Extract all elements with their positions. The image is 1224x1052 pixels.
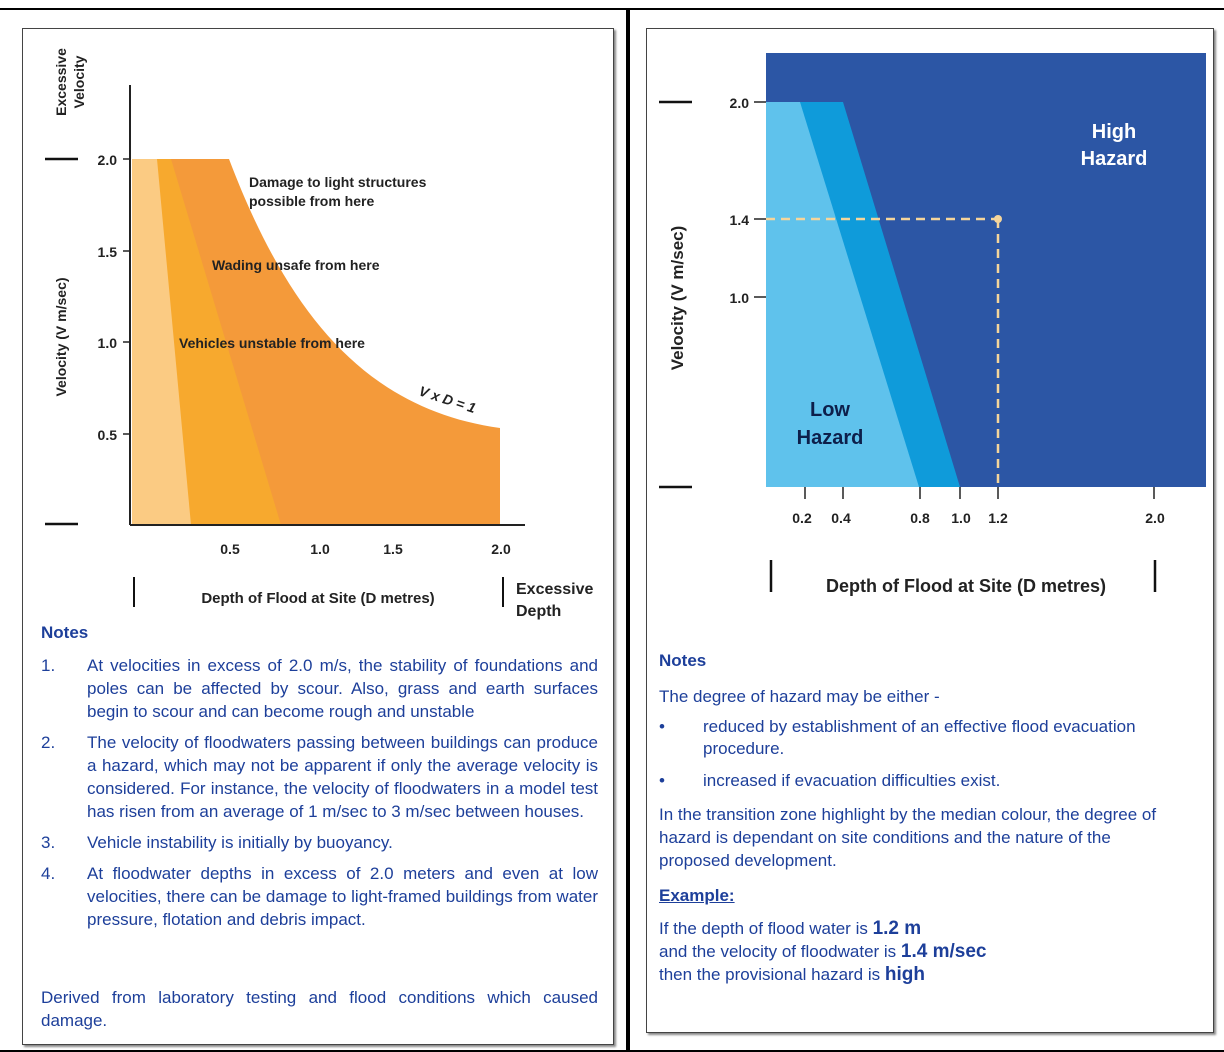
left-notes-list: 1. At velocities in excess of 2.0 m/s, th…	[41, 654, 598, 939]
list-item: • increased if evacuation difficulties ex…	[659, 770, 1204, 792]
y-tick-label: 1.0	[730, 290, 750, 306]
list-item: 1. At velocities in excess of 2.0 m/s, th…	[41, 654, 598, 723]
example-line-hazard: then the provisional hazard is high	[659, 963, 1204, 986]
list-item: 3. Vehicle instability is initially by bu…	[41, 831, 598, 854]
damage-annotation: Damage to light structures	[249, 174, 427, 190]
bullet-icon: •	[659, 717, 665, 736]
low-hazard-zone	[766, 102, 919, 487]
x-tick-label: 1.0	[310, 541, 330, 557]
left-notes-footer: Derived from laboratory testing and floo…	[41, 988, 598, 1030]
note-text: At velocities in excess of 2.0 m/s, the …	[87, 656, 598, 721]
y-axis-title: Velocity (V m/sec)	[53, 277, 69, 396]
x-tick-label: 0.4	[831, 510, 851, 526]
note-number: 4.	[41, 864, 56, 883]
bullet-text: increased if evacuation difficulties exi…	[703, 771, 1001, 790]
example-velocity-prefix: and the velocity of floodwater is	[659, 942, 901, 961]
x-tick-label: 1.5	[383, 541, 403, 557]
low-hazard-label: Hazard	[797, 427, 864, 449]
y-tick-label: 1.4	[730, 212, 750, 228]
left-panel	[22, 28, 614, 1045]
y-tick-label: 0.5	[98, 427, 118, 443]
x-tick-label: 2.0	[491, 541, 511, 557]
example-text: If the depth of flood water is 1.2 m and…	[659, 917, 1204, 986]
example-depth-value: 1.2 m	[872, 918, 922, 939]
example-marker-point	[994, 215, 1002, 223]
right-notes-bullets: • reduced by establishment of an effectiv…	[659, 716, 1204, 802]
list-item: 2. The velocity of floodwaters passing be…	[41, 731, 598, 823]
excessive-depth-label: Depth	[516, 603, 561, 620]
high-hazard-label: Hazard	[1081, 148, 1148, 170]
list-item: • reduced by establishment of an effectiv…	[659, 716, 1204, 760]
x-tick-label: 0.5	[220, 541, 240, 557]
note-text: Vehicle instability is initially by buoy…	[87, 833, 393, 852]
excessive-velocity-label: Velocity	[71, 55, 87, 108]
example-depth-prefix: If the depth of flood water is	[659, 919, 873, 938]
vehicles-annotation: Vehicles unstable from here	[179, 335, 365, 351]
low-hazard-label: Low	[810, 399, 850, 421]
y-tick-label: 1.5	[98, 244, 118, 260]
right-hazard-chart: 2.0 1.4 1.0 0.2 0.4 0.8 1.0 1.2 2.0 Velo…	[659, 53, 1206, 596]
y-axis-title: Velocity (V m/sec)	[668, 226, 687, 371]
note-number: 3.	[41, 833, 56, 852]
note-number: 2.	[41, 733, 56, 752]
example-title: Example:	[659, 886, 735, 905]
y-tick-label: 1.0	[98, 335, 118, 351]
bullet-text: reduced by establishment of an effective…	[703, 717, 1136, 758]
zone-safe	[132, 159, 191, 525]
right-notes-intro: The degree of hazard may be either -	[659, 687, 940, 706]
wading-annotation: Wading unsafe from here	[212, 257, 380, 273]
bullet-icon: •	[659, 771, 665, 790]
list-item: 4. At floodwater depths in excess of 2.0 …	[41, 862, 598, 931]
example-velocity-value: 1.4 m/sec	[900, 941, 987, 962]
example-hazard-prefix: then the provisional hazard is	[659, 965, 885, 984]
left-notes-title: Notes	[41, 623, 89, 642]
x-axis-title: Depth of Flood at Site (D metres)	[826, 576, 1106, 596]
note-text: At floodwater depths in excess of 2.0 me…	[87, 864, 598, 929]
x-tick-label: 0.8	[910, 510, 930, 526]
damage-annotation: possible from here	[249, 193, 374, 209]
note-text: The velocity of floodwaters passing betw…	[87, 733, 598, 821]
right-notes-transition: In the transition zone highlight by the …	[659, 805, 1157, 870]
excessive-velocity-label: Excessive	[53, 48, 69, 116]
x-tick-label: 1.0	[951, 510, 971, 526]
example-line-depth: If the depth of flood water is 1.2 m	[659, 917, 1204, 940]
x-tick-label: 0.2	[792, 510, 812, 526]
example-line-velocity: and the velocity of floodwater is 1.4 m/…	[659, 940, 1204, 963]
left-hazard-chart: 2.0 1.5 1.0 0.5 0.5 1.0 1.5 2.0 Velocity…	[45, 48, 594, 620]
x-tick-label: 1.2	[988, 510, 1008, 526]
x-tick-label: 2.0	[1145, 510, 1165, 526]
right-notes-title: Notes	[659, 651, 707, 670]
y-tick-label: 2.0	[730, 95, 750, 111]
note-number: 1.	[41, 656, 56, 675]
excessive-depth-label: Excessive	[516, 581, 594, 598]
y-tick-label: 2.0	[98, 152, 118, 168]
x-axis-title: Depth of Flood at Site (D metres)	[201, 590, 434, 607]
example-hazard-value: high	[884, 964, 925, 985]
high-hazard-label: High	[1092, 121, 1136, 143]
